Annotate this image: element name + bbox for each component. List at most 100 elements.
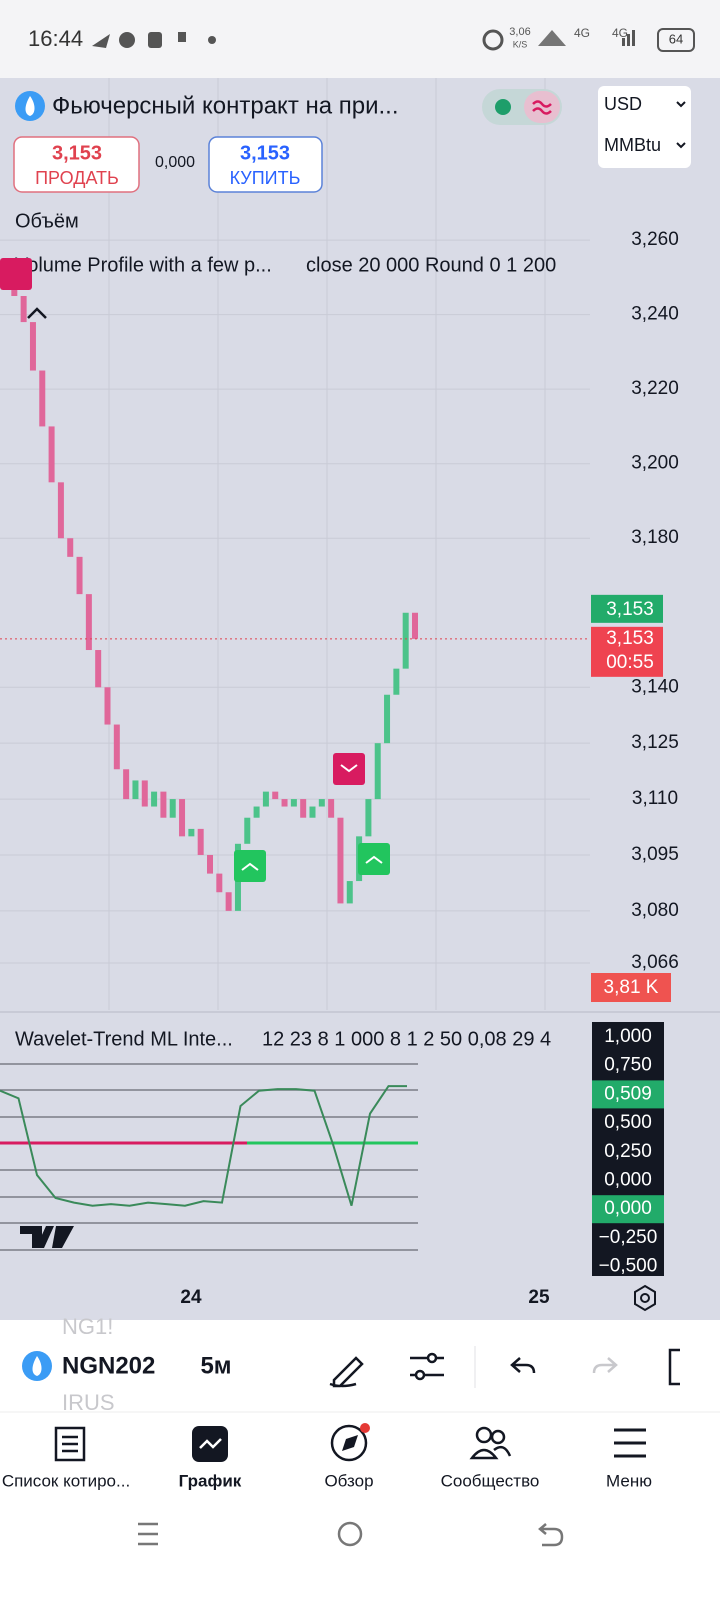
candle [57,482,64,539]
buy-button[interactable] [208,136,323,193]
chart-icon-line [199,1438,222,1449]
time-label: 25 [528,1287,550,1308]
settings-icon[interactable] [634,1284,656,1312]
symbol-ticker[interactable]: NGN202 [62,1352,155,1379]
candle [67,538,74,557]
status-icons [92,28,695,52]
tradingview-logo [20,1226,74,1248]
net-unit: K/S [513,39,528,49]
menu-icon[interactable] [614,1428,646,1458]
buy-signal [358,843,390,875]
signal-arrow [340,764,358,773]
candle [365,799,372,837]
candle [169,799,176,818]
wavelet-axis-label: 0,500 [604,1112,652,1133]
nav-label[interactable]: Сообщество [441,1471,540,1490]
signal-label: 4G [574,26,590,40]
currency-selector[interactable] [598,86,691,168]
wavelet-axis-label: 0,509 [604,1083,652,1104]
volume-profile-indicator[interactable]: Volume Profile with a few p... [15,254,272,276]
wavelet-path [0,1085,407,1207]
community-icon [490,1429,506,1445]
volume-indicator[interactable]: Объём [15,210,79,232]
wavelet-params: 12 23 8 1 000 8 1 2 50 0,08 29 4 [262,1028,551,1050]
candle [76,556,83,595]
nav-label[interactable]: Обзор [324,1471,373,1490]
fullscreen[interactable] [668,1348,680,1386]
candle [300,799,307,818]
wavelet-axis-label: 0,250 [604,1141,652,1162]
volume-profile-params: close 20 000 Round 0 1 200 [306,254,556,276]
price-axis-label: 3,140 [631,676,679,697]
explore-icon[interactable] [330,1424,368,1462]
candle [85,594,92,651]
grid [0,78,590,1010]
candle [253,806,260,818]
axis-tag [592,1080,664,1109]
nav-label[interactable]: Список котиро... [2,1471,130,1490]
collapse-arrow[interactable] [27,307,47,319]
candle [104,687,111,725]
nav-labels: Список котиро... График Обзор Сообщество Мен… [2,1471,652,1490]
nav-label[interactable]: Меню [606,1471,652,1490]
slider-knob [426,1352,438,1364]
sell-label: ПРОДАТЬ [35,168,119,188]
unit[interactable]: MMBtu [604,135,661,155]
axis-tag [592,1195,664,1224]
wavelet-axis-label: 0,000 [604,1198,652,1219]
candle [328,799,335,818]
candle [132,780,139,800]
price-axis-label: 3,125 [631,732,679,753]
nav-label[interactable]: График [179,1471,242,1490]
currency[interactable]: USD [604,94,642,114]
buy-label: КУПИТЬ [230,168,301,188]
candle [197,828,204,855]
price-axis-label: 3,110 [632,788,678,809]
candle [384,694,391,744]
sell-button[interactable] [13,136,140,193]
notification-dot [360,1423,370,1433]
wavelet-indicator[interactable]: Wavelet-Trend ML Inte... [15,1028,233,1050]
undo[interactable] [510,1357,536,1374]
wave-icon [532,100,552,115]
watchlist-icon[interactable] [54,1426,86,1462]
last-price-tag [591,594,663,623]
candle [244,817,251,844]
spread: 0,000 [155,154,195,171]
back[interactable] [538,1523,564,1547]
market-open-dot [495,99,511,115]
candle [346,881,353,904]
price-axis-label: 3,260 [631,229,679,250]
candle [123,769,130,800]
wavelet-axis-labels: 1,000 0,750 0,509 0,500 0,250 0,000 0,000 −0,25… [592,1026,664,1277]
settings-icon-center [640,1293,650,1303]
candle [374,743,381,800]
candle [160,791,167,818]
candle [113,724,120,770]
interval[interactable]: 5м [200,1352,231,1379]
ask-price: 3,153 [606,628,654,649]
home[interactable] [337,1521,363,1547]
time-label: 24 [180,1287,202,1308]
price-axis-label: 3,080 [631,900,679,921]
candle [48,426,55,483]
candle [290,799,297,807]
community-icon[interactable] [475,1426,493,1444]
candle [179,799,186,837]
status-time: 16:44 [28,26,83,51]
recent-apps[interactable] [138,1522,158,1546]
wavelet-axis-label: 0,750 [604,1055,652,1076]
wavelet-line [0,1085,407,1207]
symbol-title[interactable]: Фьючерсный контракт на при... [52,92,399,119]
price-axis-label: 3,200 [631,453,679,474]
time-axis: 24 25 [180,1287,550,1308]
candle [29,322,36,371]
price-axis-label: 3,220 [631,378,679,399]
sell-signal [0,258,32,290]
draw-tool[interactable] [329,1356,364,1388]
wavelet-levels [0,1063,418,1251]
bottom-nav [0,1412,720,1512]
dropdown-arrow [676,101,686,149]
